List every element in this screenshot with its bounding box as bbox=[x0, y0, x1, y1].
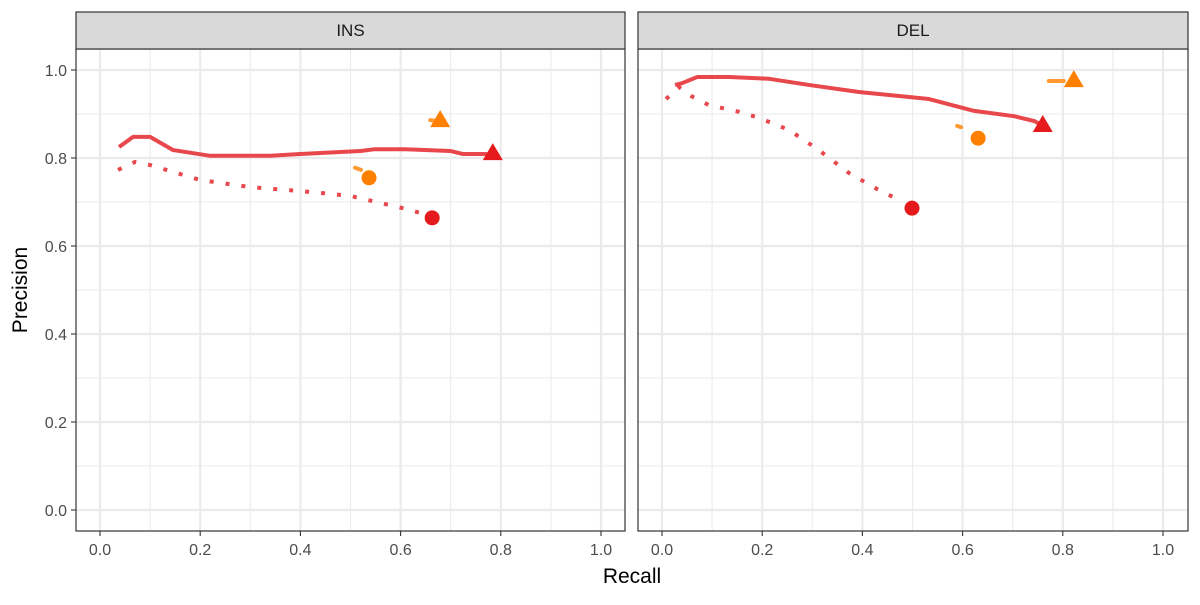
x-axis-label: Recall bbox=[603, 565, 661, 588]
x-tick-label: 0.0 bbox=[651, 542, 673, 559]
panel-del: DEL 0.0 0.2 0.4 0.6 0.8 1.0 bbox=[637, 11, 1189, 559]
x-tick-label: 0.2 bbox=[751, 542, 773, 559]
strip-ins bbox=[75, 11, 626, 50]
x-tick-label: 0.6 bbox=[389, 542, 411, 559]
y-axis-label: Precision bbox=[9, 247, 32, 333]
x-tick-label: 0.2 bbox=[189, 542, 211, 559]
y-tick-label: 0.2 bbox=[45, 415, 67, 432]
y-tick-label: 0.4 bbox=[45, 327, 67, 344]
panel-ins: INS 0.0 0.2 0.4 0.6 0.8 1.0 0.0 0.2 0.4 0.6 0.8 1.0 bbox=[45, 11, 626, 559]
x-tick-label: 1.0 bbox=[590, 542, 612, 559]
x-tick-label: 0.8 bbox=[1052, 542, 1074, 559]
x-tick-label: 0.0 bbox=[89, 542, 111, 559]
x-tick-label: 0.4 bbox=[851, 542, 873, 559]
y-tick-label: 0.6 bbox=[45, 239, 67, 256]
point-circle-orange bbox=[970, 130, 986, 146]
series-line-orange-dotted bbox=[353, 165, 364, 172]
point-circle-red bbox=[904, 200, 920, 216]
point-triangle-red bbox=[1032, 115, 1053, 132]
series-line-orange-dotted bbox=[955, 123, 964, 130]
strip-del bbox=[637, 11, 1189, 50]
point-circle-orange bbox=[361, 170, 377, 186]
strip-label: INS bbox=[336, 21, 364, 40]
x-tick-label: 0.4 bbox=[289, 542, 311, 559]
point-triangle-red bbox=[482, 143, 503, 161]
strip-label: DEL bbox=[896, 21, 929, 40]
y-tick-label: 0.0 bbox=[45, 503, 67, 520]
point-triangle-orange bbox=[1063, 70, 1084, 88]
x-tick-label: 0.6 bbox=[951, 542, 973, 559]
series-line-red-solid bbox=[674, 75, 1043, 127]
x-tick-label: 1.0 bbox=[1152, 542, 1174, 559]
series-line-red-dotted bbox=[117, 159, 421, 215]
x-tick-label: 0.8 bbox=[490, 542, 512, 559]
series-line-red-solid bbox=[117, 134, 493, 158]
y-tick-label: 1.0 bbox=[45, 63, 67, 80]
point-triangle-orange bbox=[430, 110, 451, 128]
y-tick-label: 0.8 bbox=[45, 151, 67, 168]
point-circle-red bbox=[424, 210, 440, 226]
